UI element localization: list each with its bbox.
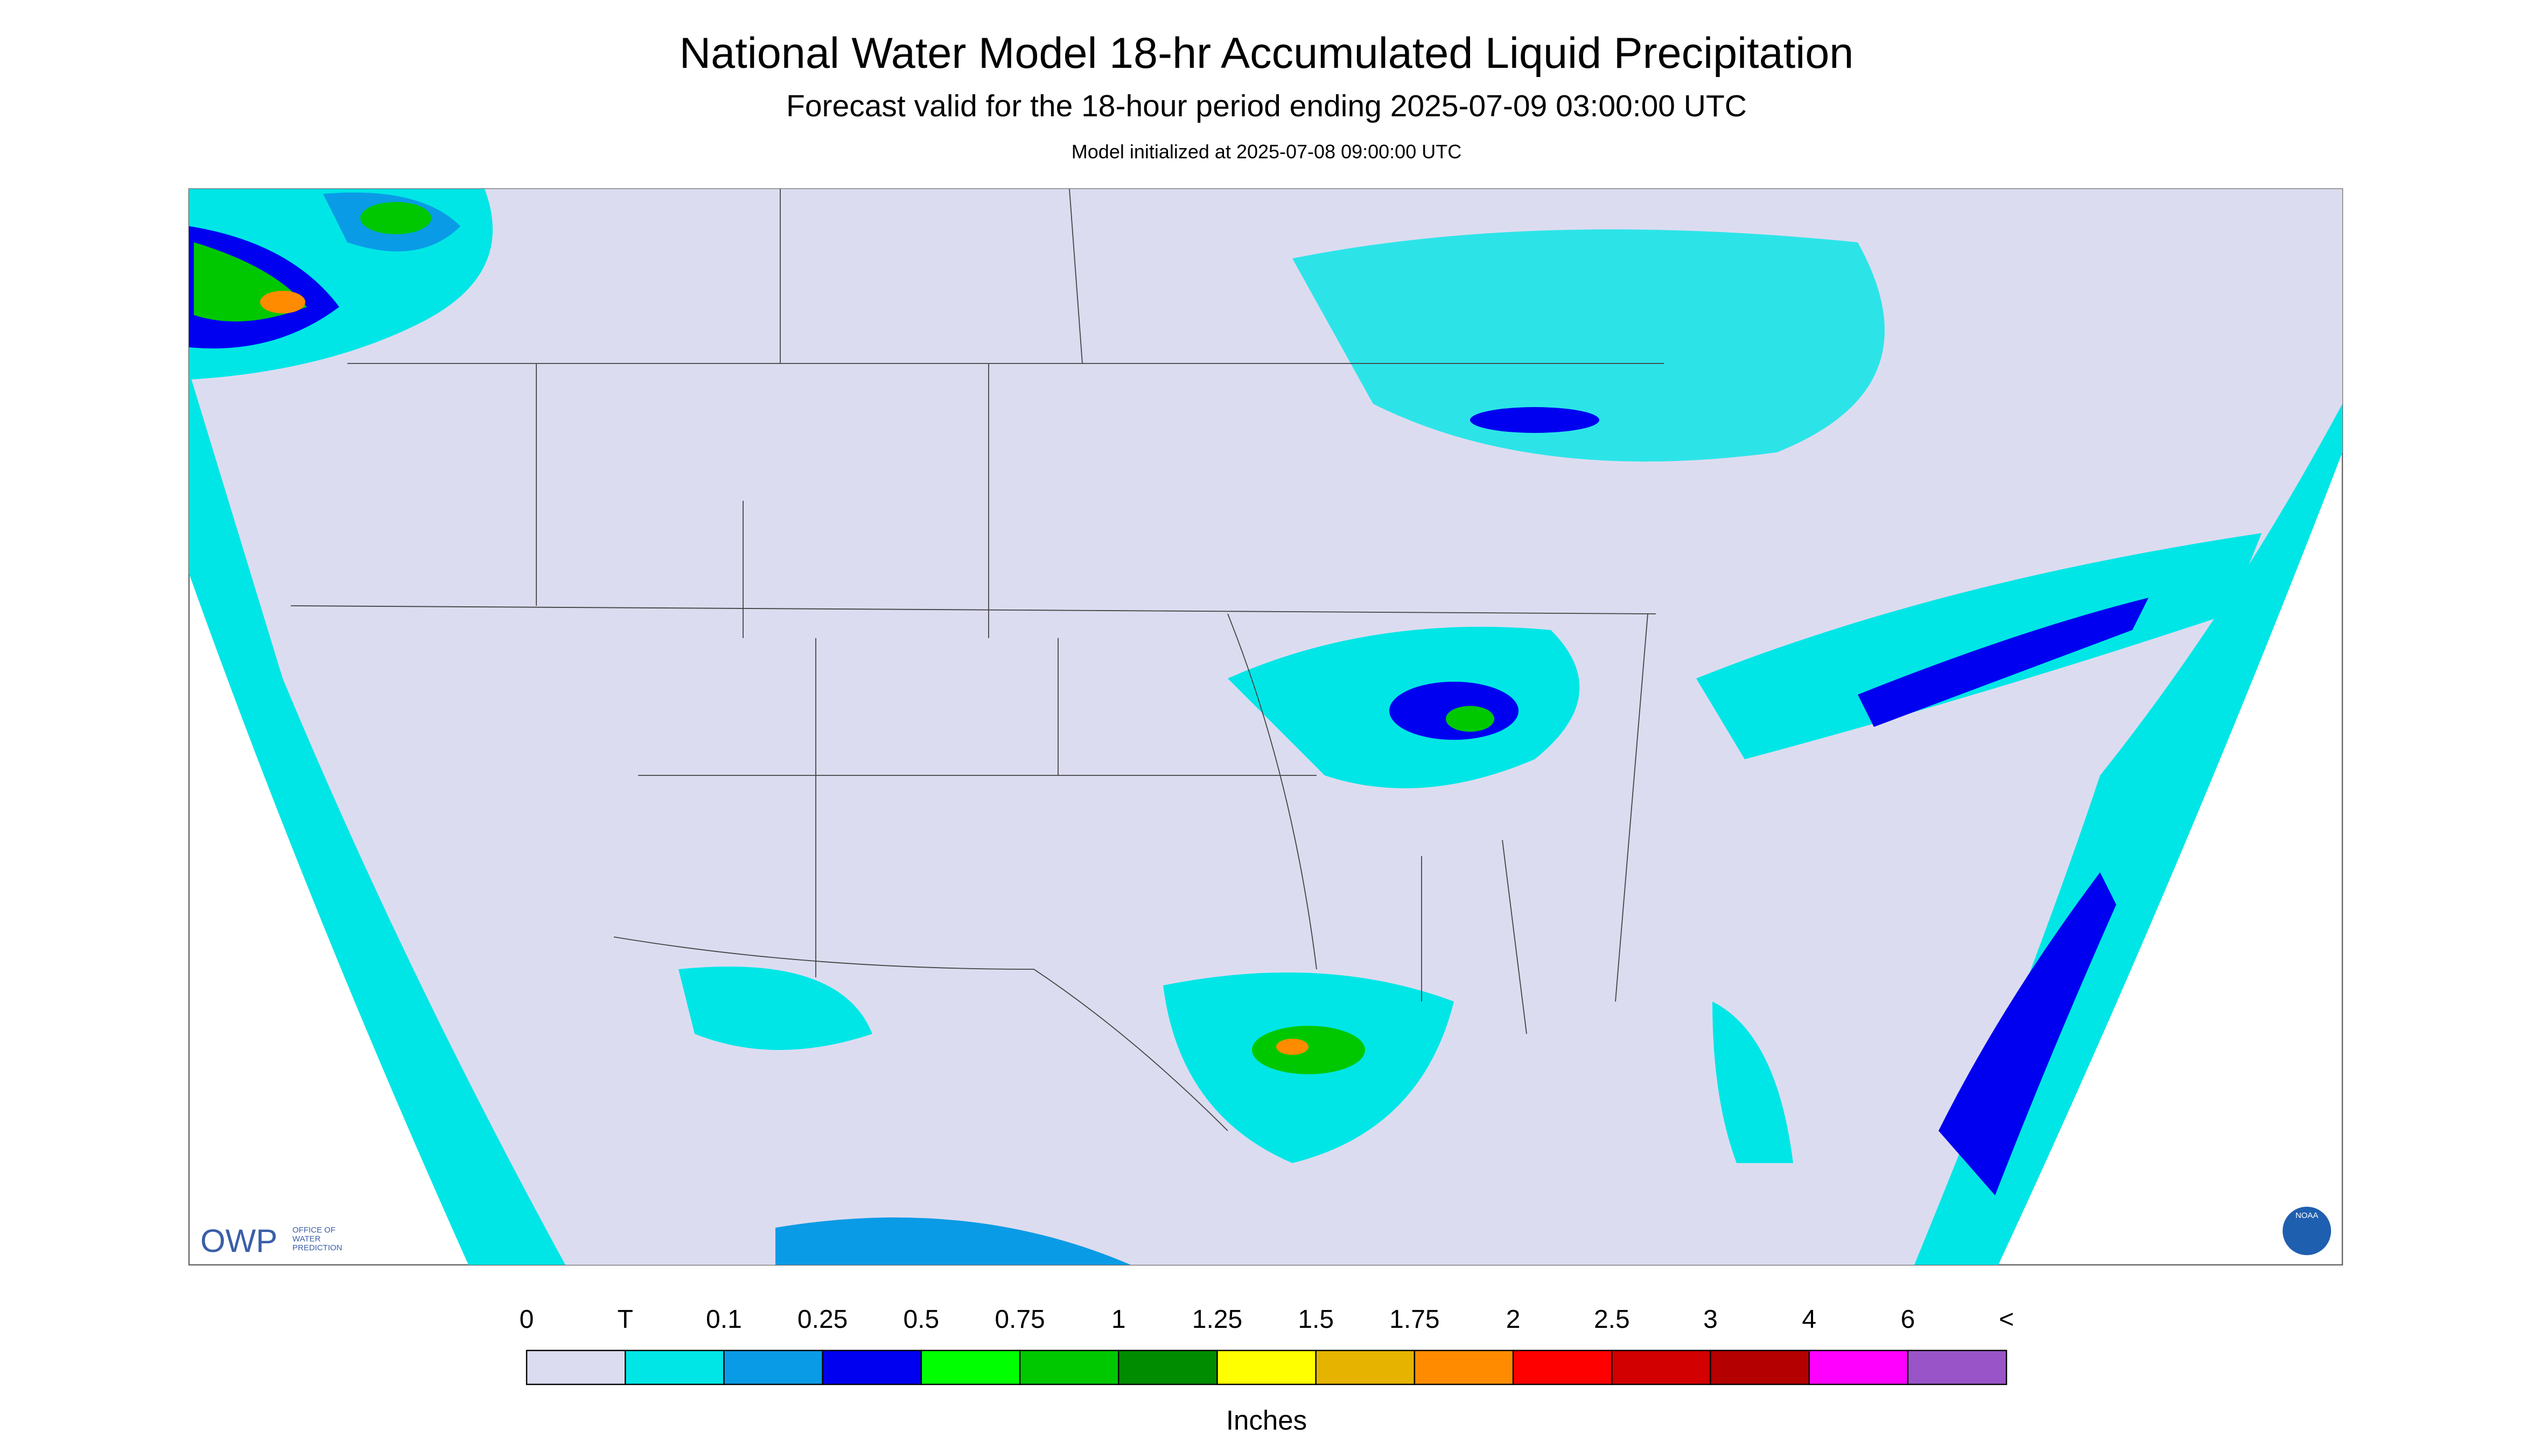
legend-label: 1.25 <box>1192 1305 1242 1334</box>
precip-atlantic-heavy <box>1939 872 2116 1196</box>
legend-label: 1.5 <box>1298 1305 1334 1334</box>
legend: 0 T 0.1 0.25 0.5 0.75 1 1.25 1.5 1.75 2 2.5 3 4 6 < <box>520 1305 2014 1385</box>
legend-label: 0.25 <box>797 1305 848 1334</box>
logo-line: OFFICE OF <box>292 1226 335 1235</box>
logo-line: WATER <box>292 1235 321 1244</box>
legend-label: 4 <box>1802 1305 1816 1334</box>
legend-swatch <box>1414 1349 1514 1385</box>
legend-swatch <box>526 1349 626 1385</box>
legend-swatch <box>920 1349 1021 1385</box>
legend-swatch <box>822 1349 922 1385</box>
legend-swatch <box>1907 1349 2007 1385</box>
precip-northeast-heavy <box>1858 598 2149 727</box>
precip-great-lakes <box>1292 229 1885 462</box>
legend-label: 2 <box>1506 1305 1521 1334</box>
legend-swatch <box>1512 1349 1613 1385</box>
logo-line: PREDICTION <box>292 1243 342 1252</box>
legend-swatch <box>625 1349 725 1385</box>
legend-label: 0.1 <box>706 1305 742 1334</box>
legend-swatch <box>1019 1349 1119 1385</box>
legend-label: 1.75 <box>1389 1305 1439 1334</box>
legend-label: 0 <box>520 1305 534 1334</box>
legend-label: T <box>618 1305 633 1334</box>
precip-gulf-max <box>1276 1039 1309 1055</box>
legend-label: 3 <box>1703 1305 1718 1334</box>
legend-swatch <box>1611 1349 1711 1385</box>
legend-label: 0.75 <box>995 1305 1045 1334</box>
title: National Water Model 18-hr Accumulated L… <box>680 29 1854 78</box>
precip-gulf-core <box>1252 1026 1365 1075</box>
noaa-logo <box>2283 1207 2331 1256</box>
precip-midwest-core <box>1446 706 1494 732</box>
init-note: Model initialized at 2025-07-08 09:00:00… <box>1072 141 1461 163</box>
noaa-label: NOAA <box>2296 1211 2319 1220</box>
legend-swatch <box>1118 1349 1218 1385</box>
precip-northeast <box>1696 533 2262 760</box>
precip-bc-core <box>360 202 431 235</box>
logo-owp: OWP <box>200 1223 277 1259</box>
legend-swatch <box>1710 1349 1810 1385</box>
precip-southwest <box>678 967 872 1051</box>
legend-label: 6 <box>1901 1305 1915 1334</box>
precip-florida <box>1712 1002 1793 1164</box>
legend-label: 0.5 <box>903 1305 939 1334</box>
legend-swatch <box>1808 1349 1909 1385</box>
precip-great-lakes-heavy <box>1470 407 1599 433</box>
subtitle: Forecast valid for the 18-hour period en… <box>786 89 1747 123</box>
legend-label: < <box>1999 1305 2014 1334</box>
boundaries <box>290 188 1664 1131</box>
precip-mexico <box>775 1217 1131 1265</box>
legend-label: 1 <box>1111 1305 1126 1334</box>
legend-swatch <box>1315 1349 1416 1385</box>
legend-swatch <box>723 1349 823 1385</box>
legend-swatch <box>1216 1349 1317 1385</box>
legend-units: Inches <box>1226 1405 1307 1436</box>
precip-nw-max <box>260 291 305 314</box>
legend-label: 2.5 <box>1594 1305 1630 1334</box>
